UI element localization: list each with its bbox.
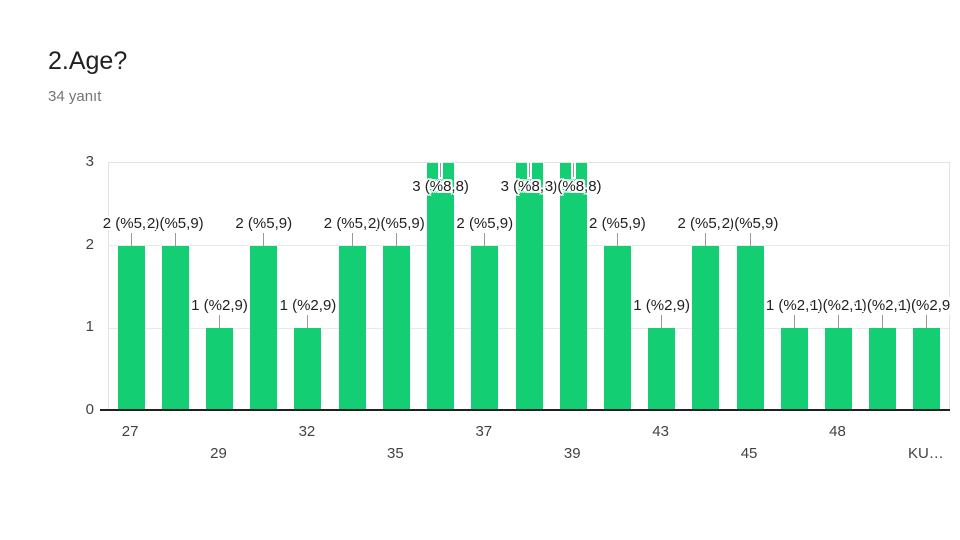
label-stem — [837, 315, 839, 329]
bar[interactable] — [515, 163, 543, 411]
label-stem — [351, 232, 353, 246]
bar[interactable] — [294, 328, 322, 411]
label-stem — [616, 232, 618, 246]
y-axis-label: 0 — [85, 401, 94, 418]
label-stem — [793, 315, 795, 329]
bar-value-label: 2 (%5,9) — [589, 214, 646, 232]
x-axis-label: 39 — [563, 445, 581, 462]
label-stem — [219, 315, 221, 329]
y-axis-label: 3 — [85, 153, 94, 170]
bar-value-label: 2 (%5,9) — [146, 214, 204, 232]
x-axis-label: 37 — [475, 423, 493, 440]
bar-value-label: 2 (%5,9) — [235, 214, 293, 232]
bar[interactable] — [869, 328, 897, 411]
bar-value-label: 1 (%2,9) — [191, 297, 248, 315]
bar[interactable] — [382, 245, 410, 411]
bar[interactable] — [161, 245, 189, 411]
bar-value-label: 3 (%8,8) — [544, 178, 602, 195]
bar-value-label: 1 (%2,9) — [765, 297, 823, 315]
label-stem — [528, 163, 530, 177]
bar-value-label: 1 (%2,9) — [633, 297, 690, 315]
bar-value-label: 2 (%5,9) — [677, 214, 735, 232]
bar-value-label: 2 (%5,9) — [368, 214, 425, 232]
y-axis-label: 1 — [85, 318, 94, 336]
label-stem — [484, 232, 486, 246]
label-stem — [130, 232, 132, 246]
label-stem — [263, 232, 265, 246]
bar[interactable] — [603, 245, 631, 411]
bar-value-label: 1 (%2,9) — [854, 297, 912, 315]
label-stem — [307, 315, 309, 329]
bar-value-label: 3 (%8,8) — [500, 178, 558, 195]
x-axis-label: KU… — [907, 445, 944, 462]
plot-area: 2 (%5,9) 2 (%5,9) 1 (%2,9) 2 (%5,9) 1 (%2,9)… — [103, 162, 950, 411]
bar[interactable] — [250, 245, 278, 411]
bar[interactable] — [471, 245, 499, 411]
label-stem — [705, 232, 707, 246]
bar[interactable] — [824, 328, 852, 411]
x-axis-line — [100, 409, 950, 411]
bar[interactable] — [427, 163, 455, 411]
bar-value-label: 2 (%5,9) — [721, 214, 779, 232]
bar[interactable] — [648, 328, 676, 411]
bar-value-label: 1 (%2,9) — [898, 297, 950, 315]
bar[interactable] — [913, 328, 941, 411]
x-axis-label: 29 — [210, 445, 227, 462]
question-title: 2.Age? — [48, 47, 128, 75]
bar[interactable] — [692, 245, 720, 411]
response-count: 34 yanıt — [48, 88, 102, 105]
bar[interactable] — [117, 245, 145, 411]
label-stem — [661, 315, 663, 329]
bar-value-label: 2 (%5,9) — [323, 214, 381, 232]
x-axis-label: 35 — [387, 445, 404, 462]
x-axis-label: 48 — [829, 423, 846, 440]
bar-value-label: 3 (%8,8) — [412, 178, 469, 195]
bar[interactable] — [206, 328, 234, 411]
label-stem — [572, 163, 574, 177]
x-axis-label: 27 — [121, 423, 139, 440]
bar[interactable] — [559, 163, 587, 411]
chart-area: 2 (%5,9) 2 (%5,9) 1 (%2,9) 2 (%5,9) 1 (%2,9)… — [0, 120, 950, 492]
bar-value-label: 1 (%2,9) — [279, 297, 337, 315]
bar[interactable] — [338, 245, 366, 411]
label-stem — [440, 163, 442, 177]
bar-value-label: 2 (%5,9) — [102, 214, 160, 232]
bar[interactable] — [736, 245, 764, 411]
x-axis-label: 32 — [298, 423, 316, 440]
bar[interactable] — [780, 328, 808, 411]
label-stem — [395, 232, 397, 246]
bar-value-label: 2 (%5,9) — [456, 214, 514, 232]
x-axis-label: 45 — [740, 445, 758, 462]
bar-value-label: 1 (%2,9) — [810, 297, 867, 315]
y-axis-label: 2 — [85, 235, 94, 253]
label-stem — [882, 315, 884, 329]
label-stem — [174, 232, 176, 246]
label-stem — [749, 232, 751, 246]
x-axis-label: 43 — [652, 423, 669, 440]
label-stem — [926, 315, 928, 329]
